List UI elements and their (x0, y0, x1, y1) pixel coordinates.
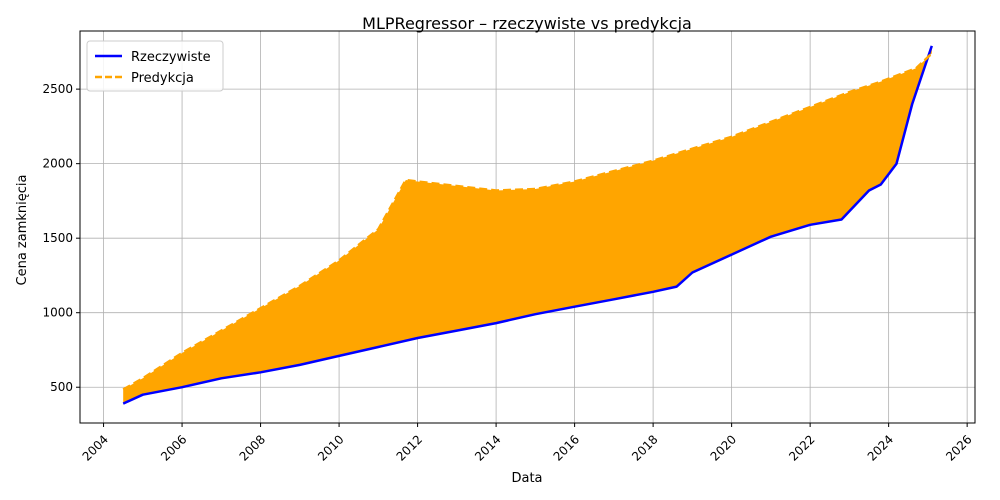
series-line-rzeczywiste (122, 45, 933, 405)
series-line-predykcja (122, 52, 933, 391)
legend: Rzeczywiste Predykcja (86, 40, 224, 92)
legend-label-predykcja: Predykcja (131, 71, 194, 86)
overlap-band (123, 45, 932, 404)
y-tick-label: 1000 (42, 306, 73, 320)
series-fills (123, 45, 932, 404)
y-tick-label: 2000 (42, 157, 73, 171)
legend-label-rzeczywiste: Rzeczywiste (131, 50, 211, 65)
plot-frame (79, 30, 976, 424)
x-axis-label: Data (511, 471, 542, 486)
y-tick-label: 2500 (42, 82, 73, 96)
y-axis-label: Cena zamknięcia (15, 175, 30, 286)
y-tick-label: 1500 (42, 231, 73, 245)
y-tick-label: 500 (50, 380, 73, 394)
legend-box (86, 40, 224, 92)
y-axis: 500 1000 1500 2000 2500 (42, 82, 80, 394)
chart-title: MLPRegressor – rzeczywiste vs predykcja (362, 14, 692, 33)
series-lines (122, 45, 933, 405)
